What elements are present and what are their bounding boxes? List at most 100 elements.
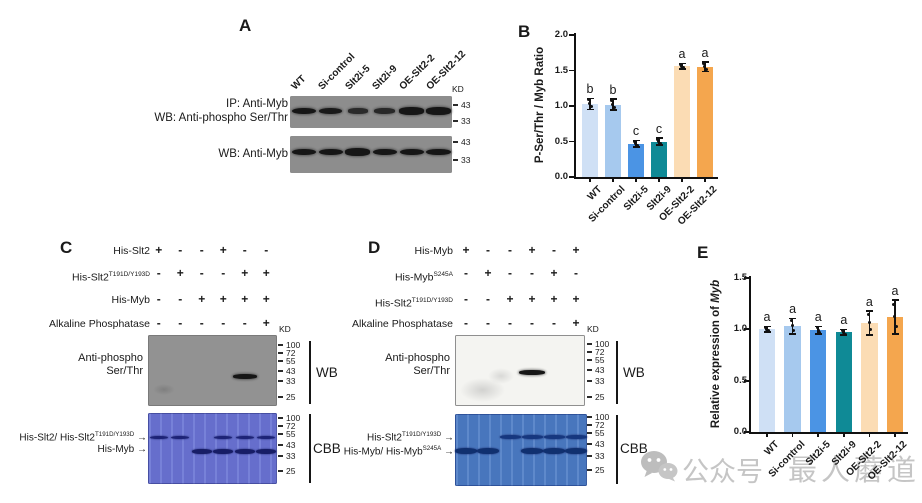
bar-Slt2i-5 bbox=[627, 143, 645, 177]
data-point bbox=[634, 141, 638, 145]
y-tick bbox=[569, 34, 575, 36]
minus-sign: - bbox=[464, 266, 468, 280]
slt2-band bbox=[499, 434, 521, 439]
y-axis bbox=[749, 276, 751, 434]
error-cap-bottom bbox=[632, 146, 640, 148]
marker-label: 55 bbox=[286, 429, 296, 439]
panel-c-wb-tag: WB bbox=[316, 365, 338, 380]
marker-label: 100 bbox=[595, 339, 610, 349]
y-tick bbox=[744, 379, 750, 382]
data-point bbox=[817, 331, 821, 335]
slt2-band bbox=[149, 435, 168, 439]
data-point bbox=[842, 330, 846, 334]
treatment-row-label: His-Slt2 bbox=[113, 245, 150, 257]
protein-band bbox=[291, 148, 316, 156]
marker-tick bbox=[278, 425, 283, 427]
data-point bbox=[656, 137, 660, 141]
marker-tick bbox=[278, 380, 283, 382]
y-tick bbox=[569, 176, 575, 178]
y-tick-label: 2.0 bbox=[554, 29, 568, 40]
marker-tick bbox=[278, 455, 283, 457]
marker-tick bbox=[587, 351, 592, 353]
myb-band bbox=[521, 448, 543, 454]
minus-sign: - bbox=[178, 243, 183, 257]
y-tick-label: 0.5 bbox=[554, 135, 568, 147]
error-cap-top bbox=[609, 98, 617, 100]
y-tick-label: 0.5 bbox=[733, 374, 747, 386]
arrow-icon: → bbox=[134, 432, 147, 444]
data-point bbox=[681, 66, 685, 70]
data-point bbox=[792, 329, 796, 333]
x-tick bbox=[868, 433, 871, 437]
marker-tick bbox=[278, 370, 283, 372]
marker-tick bbox=[587, 380, 592, 382]
protein-band bbox=[426, 107, 451, 115]
y-axis-title-text: Relative expression of bbox=[710, 302, 722, 429]
y-tick-label: 1.0 bbox=[554, 100, 568, 111]
data-point bbox=[867, 321, 871, 325]
y-tick-label: 1.5 bbox=[733, 271, 747, 283]
error-cap-top bbox=[655, 137, 663, 139]
y-tick-label: 0.0 bbox=[554, 171, 568, 182]
plus-sign: + bbox=[219, 243, 227, 257]
slt2-band bbox=[214, 435, 233, 439]
data-point bbox=[589, 105, 593, 109]
plus-sign: + bbox=[550, 266, 558, 280]
marker-tick bbox=[453, 120, 458, 122]
marker-label: 25 bbox=[286, 392, 296, 402]
marker-tick bbox=[587, 443, 592, 445]
marker-label: 55 bbox=[286, 356, 296, 366]
data-point bbox=[790, 324, 794, 328]
error-cap-bottom bbox=[763, 331, 771, 333]
myb-band bbox=[213, 448, 234, 454]
marker-tick bbox=[278, 344, 283, 346]
gel-smudge bbox=[153, 384, 175, 395]
lane-label: Slt2i-9 bbox=[370, 63, 400, 93]
y-tick-label: 1.0 bbox=[733, 323, 747, 335]
treatment-row-label: His-Slt2T191D/Y193D bbox=[375, 297, 453, 310]
arrow-icon: → bbox=[441, 446, 454, 458]
bar-OE-Slt2-2 bbox=[861, 323, 878, 432]
marker-label: 25 bbox=[595, 465, 605, 475]
plus-sign: + bbox=[241, 266, 249, 280]
data-point bbox=[841, 328, 845, 332]
marker-label: 43 bbox=[286, 440, 296, 450]
panel-d-wb-bracket bbox=[616, 341, 618, 404]
slt2-band bbox=[235, 435, 254, 439]
marker-label: 43 bbox=[286, 366, 296, 376]
panel-d-cbb-tag: CBB bbox=[620, 441, 648, 456]
minus-sign: - bbox=[156, 292, 161, 306]
x-axis bbox=[749, 432, 908, 434]
minus-sign: - bbox=[199, 266, 204, 280]
data-point bbox=[658, 141, 662, 145]
data-point bbox=[612, 106, 616, 110]
marker-tick bbox=[587, 424, 592, 426]
y-tick bbox=[744, 277, 750, 279]
phospho-band bbox=[519, 370, 545, 375]
marker-label: 33 bbox=[461, 155, 471, 165]
marker-label: 72 bbox=[595, 347, 605, 357]
bar-Si-control bbox=[784, 326, 801, 432]
data-point bbox=[704, 68, 708, 72]
panel-e-y-axis-title: Relative expression of Myb bbox=[710, 280, 722, 428]
wb-anti-myb-label: WB: Anti-Myb bbox=[218, 148, 288, 160]
marker-tick bbox=[587, 432, 592, 434]
error-cap-bottom bbox=[609, 109, 617, 111]
slt2-band bbox=[565, 434, 587, 439]
x-tick bbox=[704, 178, 706, 182]
data-point bbox=[815, 325, 819, 329]
error-cap-bottom bbox=[865, 334, 873, 336]
marker-label: 72 bbox=[286, 421, 296, 431]
minus-sign: - bbox=[156, 316, 161, 330]
panel-c-cbb-tag: CBB bbox=[313, 441, 341, 456]
marker-label: 33 bbox=[595, 451, 605, 461]
y-tick bbox=[744, 328, 750, 331]
data-point bbox=[765, 327, 769, 331]
myb-band bbox=[191, 448, 212, 454]
data-point bbox=[866, 313, 870, 316]
error-cap-top bbox=[701, 61, 709, 63]
marker-label: 100 bbox=[286, 413, 301, 423]
x-tick bbox=[658, 178, 660, 182]
sig-letter: a bbox=[814, 310, 822, 325]
error-cap-bottom bbox=[891, 333, 899, 335]
